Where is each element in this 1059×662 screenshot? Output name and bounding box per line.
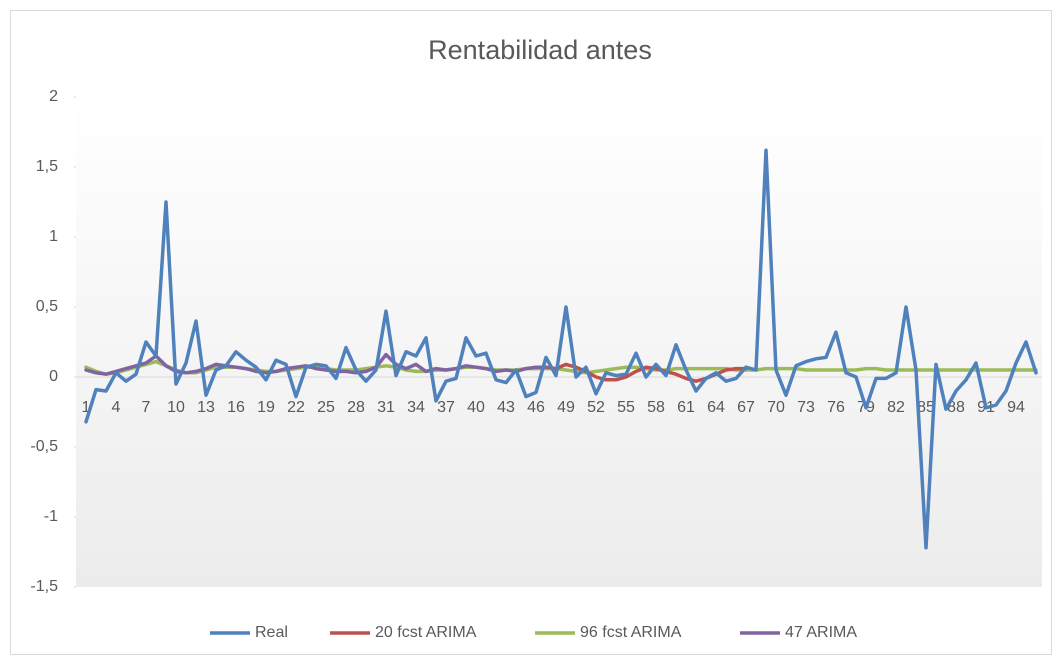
x-tick-label: 25	[317, 399, 335, 416]
x-tick-label: 88	[947, 399, 965, 416]
x-tick-label: 73	[797, 399, 815, 416]
x-tick-label: 58	[647, 399, 665, 416]
x-tick-label: 31	[377, 399, 395, 416]
x-tick-label: 16	[227, 399, 245, 416]
x-tick-label: 67	[737, 399, 755, 416]
x-tick-label: 70	[767, 399, 785, 416]
x-tick-label: 61	[677, 399, 695, 416]
x-tick-label: 52	[587, 399, 605, 416]
x-tick-label: 22	[287, 399, 305, 416]
x-tick-label: 10	[167, 399, 185, 416]
x-tick-label: 76	[827, 399, 845, 416]
x-tick-label: 34	[407, 399, 425, 416]
x-tick-label: 13	[197, 399, 215, 416]
y-tick-label: 1	[49, 228, 58, 245]
legend-label: 47 ARIMA	[785, 624, 857, 641]
x-tick-label: 85	[917, 399, 935, 416]
y-tick-label: -1	[44, 508, 58, 525]
x-tick-label: 37	[437, 399, 455, 416]
x-tick-label: 4	[112, 399, 121, 416]
series-line	[84, 148, 1038, 550]
x-tick-label: 19	[257, 399, 275, 416]
legend-label: Real	[255, 624, 288, 641]
x-tick-label: 1	[82, 399, 91, 416]
x-tick-label: 82	[887, 399, 905, 416]
x-tick-label: 55	[617, 399, 635, 416]
x-tick-label: 94	[1007, 399, 1025, 416]
y-tick-label: 2	[49, 88, 58, 105]
x-tick-label: 7	[142, 399, 151, 416]
x-tick-label: 43	[497, 399, 515, 416]
x-tick-label: 40	[467, 399, 485, 416]
x-tick-label: 28	[347, 399, 365, 416]
y-tick-label: 0,5	[36, 298, 58, 315]
legend-label: 96 fcst ARIMA	[580, 624, 682, 641]
series-line	[84, 352, 548, 376]
chart-title: Rentabilidad antes	[428, 35, 652, 65]
y-tick-label: -0,5	[30, 438, 58, 455]
y-tick-label: 1,5	[36, 158, 58, 175]
x-tick-label: 46	[527, 399, 545, 416]
y-tick-label: 0	[49, 368, 58, 385]
x-tick-label: 64	[707, 399, 725, 416]
legend-label: 20 fcst ARIMA	[375, 624, 477, 641]
plot-area	[76, 97, 1042, 587]
y-tick-label: -1,5	[30, 578, 58, 595]
x-tick-label: 49	[557, 399, 575, 416]
